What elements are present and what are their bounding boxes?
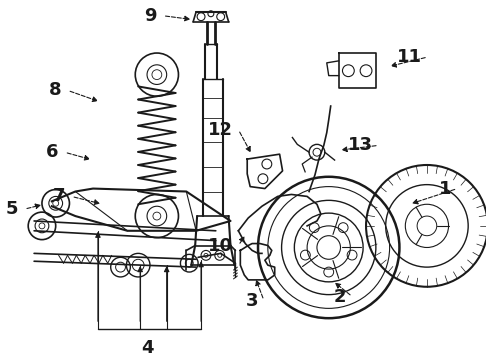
Text: 3: 3	[245, 292, 258, 310]
Text: 2: 2	[334, 288, 346, 306]
Text: 8: 8	[49, 81, 62, 99]
Text: 13: 13	[348, 136, 373, 154]
Text: 6: 6	[46, 143, 59, 161]
Text: 9: 9	[145, 7, 157, 25]
Text: 1: 1	[439, 180, 451, 198]
Text: 4: 4	[141, 339, 153, 357]
Text: 7: 7	[53, 188, 66, 206]
Text: 12: 12	[207, 121, 232, 139]
Text: 11: 11	[397, 48, 422, 66]
Text: 10: 10	[207, 237, 232, 255]
Text: 5: 5	[6, 200, 19, 218]
